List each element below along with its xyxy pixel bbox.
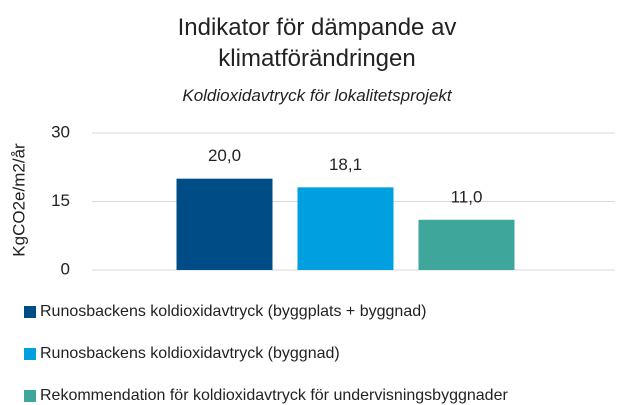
y-axis-label: KgCO2e/m2/år [9, 143, 28, 257]
legend-swatch [24, 306, 36, 318]
bar [176, 178, 273, 270]
y-tick-label: 15 [51, 191, 70, 210]
value-label: 11,0 [451, 187, 483, 206]
bar [418, 219, 515, 270]
legend-swatch [24, 348, 36, 360]
legend-swatch [24, 390, 36, 402]
value-label: 18,1 [329, 155, 362, 174]
y-tick-label: 30 [51, 122, 70, 141]
y-tick-label: 0 [61, 259, 70, 278]
legend-label: Runosbackens koldioxidavtryck (byggnad) [40, 345, 340, 362]
bar [297, 187, 394, 270]
legend-label: Runosbackens koldioxidavtryck (byggplats… [40, 303, 426, 320]
value-label: 20,0 [208, 146, 241, 165]
chart-title: Indikator för dämpande av klimatförändri… [177, 14, 457, 72]
legend-label: Rekommendation för koldioxidavtryck för … [40, 387, 508, 404]
chart-subtitle: Koldioxidavtryck för lokalitetsprojekt [182, 86, 452, 105]
